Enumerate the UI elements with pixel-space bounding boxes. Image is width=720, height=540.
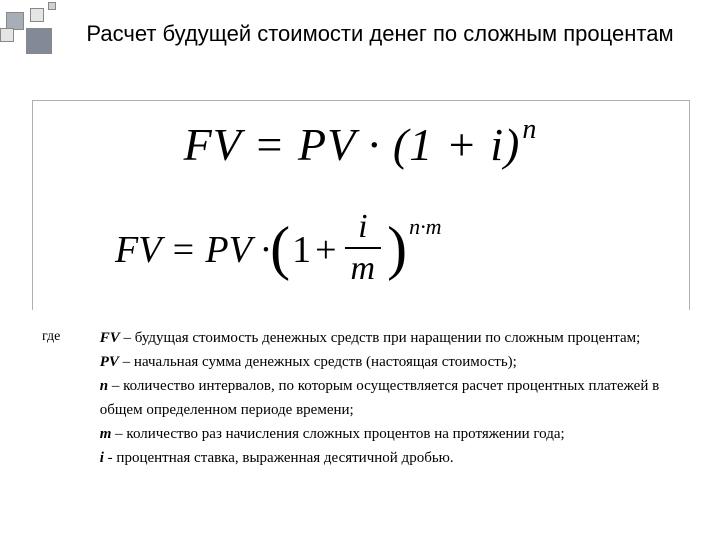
legend-item: n – количество интервалов, по которым ос… xyxy=(100,374,678,422)
decor-box xyxy=(0,28,14,42)
decor-box xyxy=(30,8,44,22)
legend-var: m xyxy=(100,426,112,442)
formula1-exponent: n xyxy=(522,114,536,145)
legend-var: PV xyxy=(100,354,119,370)
formula2-exponent: n·m xyxy=(409,214,441,240)
paren-open: ( xyxy=(270,214,290,283)
legend-definitions: FV – будущая стоимость денежных средств … xyxy=(100,326,678,470)
formula-compound-interest: FV = PV · (1 + i)n xyxy=(0,118,720,171)
formula2-lhs: FV = PV · xyxy=(115,228,270,272)
legend-text: – начальная сумма денежных средств (наст… xyxy=(119,354,517,370)
formula1-base: FV = PV · (1 + i) xyxy=(184,119,521,170)
formula2-fraction: i m xyxy=(345,208,382,288)
decor-box xyxy=(26,28,52,54)
formula2-one: 1 xyxy=(292,228,311,272)
formula-compound-interest-m: FV = PV · ( 1 + i m ) n·m xyxy=(115,210,441,290)
legend-text: – будущая стоимость денежных средств при… xyxy=(120,330,641,346)
fraction-denominator: m xyxy=(345,247,382,288)
legend-text: – количество раз начисления сложных проц… xyxy=(111,426,564,442)
decor-box xyxy=(48,2,56,10)
corner-decoration xyxy=(0,0,60,60)
formula2-plus: + xyxy=(315,228,336,272)
fraction-numerator: i xyxy=(348,208,377,247)
legend-item: m – количество раз начисления сложных пр… xyxy=(100,422,678,446)
legend-text: – количество интервалов, по которым осущ… xyxy=(100,378,659,418)
paren-close: ) xyxy=(387,214,407,283)
legend-item: PV – начальная сумма денежных средств (н… xyxy=(100,350,678,374)
legend-item: FV – будущая стоимость денежных средств … xyxy=(100,326,678,350)
slide-title: Расчет будущей стоимости денег по сложны… xyxy=(80,20,680,49)
legend-where: где xyxy=(42,326,96,348)
legend-item: i - процентная ставка, выраженная десяти… xyxy=(100,446,678,470)
legend-text: - процентная ставка, выраженная десятичн… xyxy=(104,450,454,466)
legend-var: n xyxy=(100,378,108,394)
legend: где FV – будущая стоимость денежных сред… xyxy=(32,326,690,470)
legend-var: FV xyxy=(100,330,120,346)
